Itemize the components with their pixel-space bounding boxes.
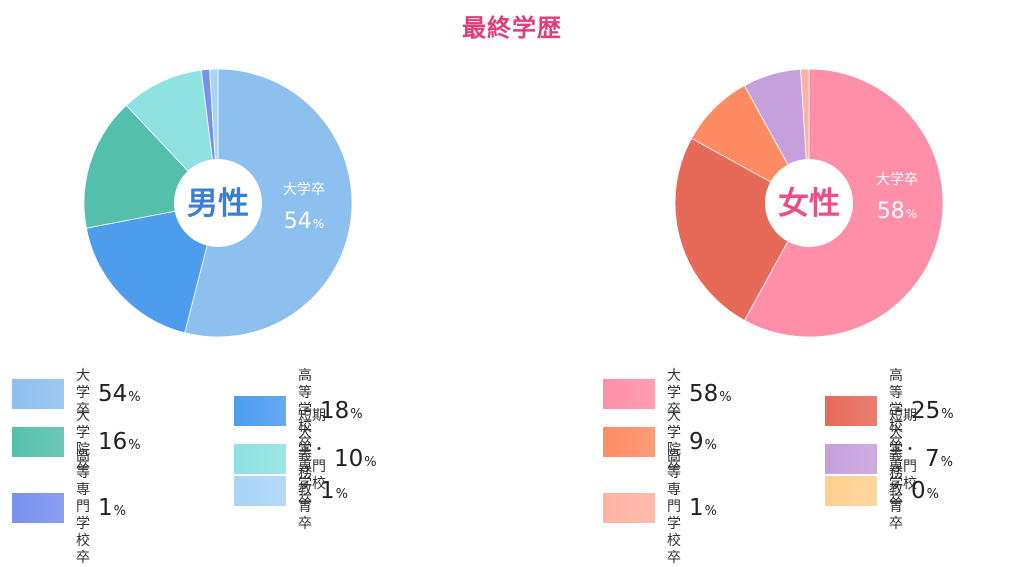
legend-item: 義務教育卒 1%	[234, 448, 348, 533]
legend-label: 大学院卒	[667, 408, 681, 475]
pie-center-label: 男性	[187, 186, 249, 222]
legend-swatch	[603, 378, 655, 409]
legend-item: 高等専門学校卒 1%	[12, 448, 126, 567]
legend-value: 9%	[689, 429, 717, 455]
legend-label: 大学院卒	[76, 408, 90, 475]
legend-swatch	[603, 427, 655, 457]
legend-item: 高等専門学校卒 1%	[603, 448, 717, 567]
legend-label: 義務教育卒	[298, 448, 312, 532]
legend-label: 高等学校卒	[889, 368, 903, 452]
legend-item: 大学卒 54%	[12, 368, 141, 419]
legend-value: 1%	[320, 477, 348, 504]
legend-item: 短期大学・ 専門学校卒 7%	[825, 408, 953, 510]
pie-slice	[674, 137, 810, 321]
legend-swatch	[825, 444, 877, 474]
legend-item: 大学院卒 16%	[12, 408, 141, 476]
page-title: 最終学歴	[462, 14, 562, 42]
pie-slice	[184, 68, 353, 338]
legend-swatch	[12, 492, 64, 523]
legend-value: 10%	[334, 446, 377, 472]
legend-value: 25%	[911, 397, 954, 424]
legend-label: 高等専門学校卒	[667, 448, 681, 566]
legend-item: 大学院卒 9%	[603, 408, 717, 476]
legend-item: 大学卒 58%	[603, 368, 732, 419]
legend-label: 短期大学・ 専門学校卒	[889, 408, 917, 509]
legend-item: 高等学校卒 18%	[234, 368, 363, 453]
legend-label: 義務教育卒	[889, 448, 903, 532]
legend-value: 0%	[911, 477, 939, 504]
legend-item: 義務教育卒 0%	[825, 448, 939, 533]
pie-center-label: 女性	[778, 186, 840, 222]
legend-item: 高等学校卒 25%	[825, 368, 954, 453]
pie-center-hole	[174, 159, 262, 247]
legend-swatch	[234, 444, 286, 474]
legend-value: 1%	[689, 494, 717, 521]
legend-swatch	[12, 427, 64, 457]
legend-label: 高等学校卒	[298, 368, 312, 452]
legend-label: 大学卒	[667, 368, 681, 418]
legend-swatch	[234, 395, 286, 426]
slice-callout-label: 大学卒	[283, 182, 325, 198]
legend-swatch	[825, 475, 877, 506]
legend-value: 1%	[98, 494, 126, 521]
legend-swatch	[234, 475, 286, 506]
pie-center-hole	[765, 159, 853, 247]
legend-swatch	[825, 395, 877, 426]
legend-swatch	[603, 492, 655, 523]
legend-swatch	[12, 378, 64, 409]
legend-value: 54%	[98, 380, 141, 407]
legend-value: 16%	[98, 429, 141, 455]
legend-label: 高等専門学校卒	[76, 448, 90, 566]
legend-value: 58%	[689, 380, 732, 407]
legend-label: 大学卒	[76, 368, 90, 418]
pie-slice	[85, 202, 219, 334]
slice-callout-label: 大学卒	[876, 172, 918, 188]
legend-value: 18%	[320, 397, 363, 424]
legend-value: 7%	[925, 446, 953, 472]
